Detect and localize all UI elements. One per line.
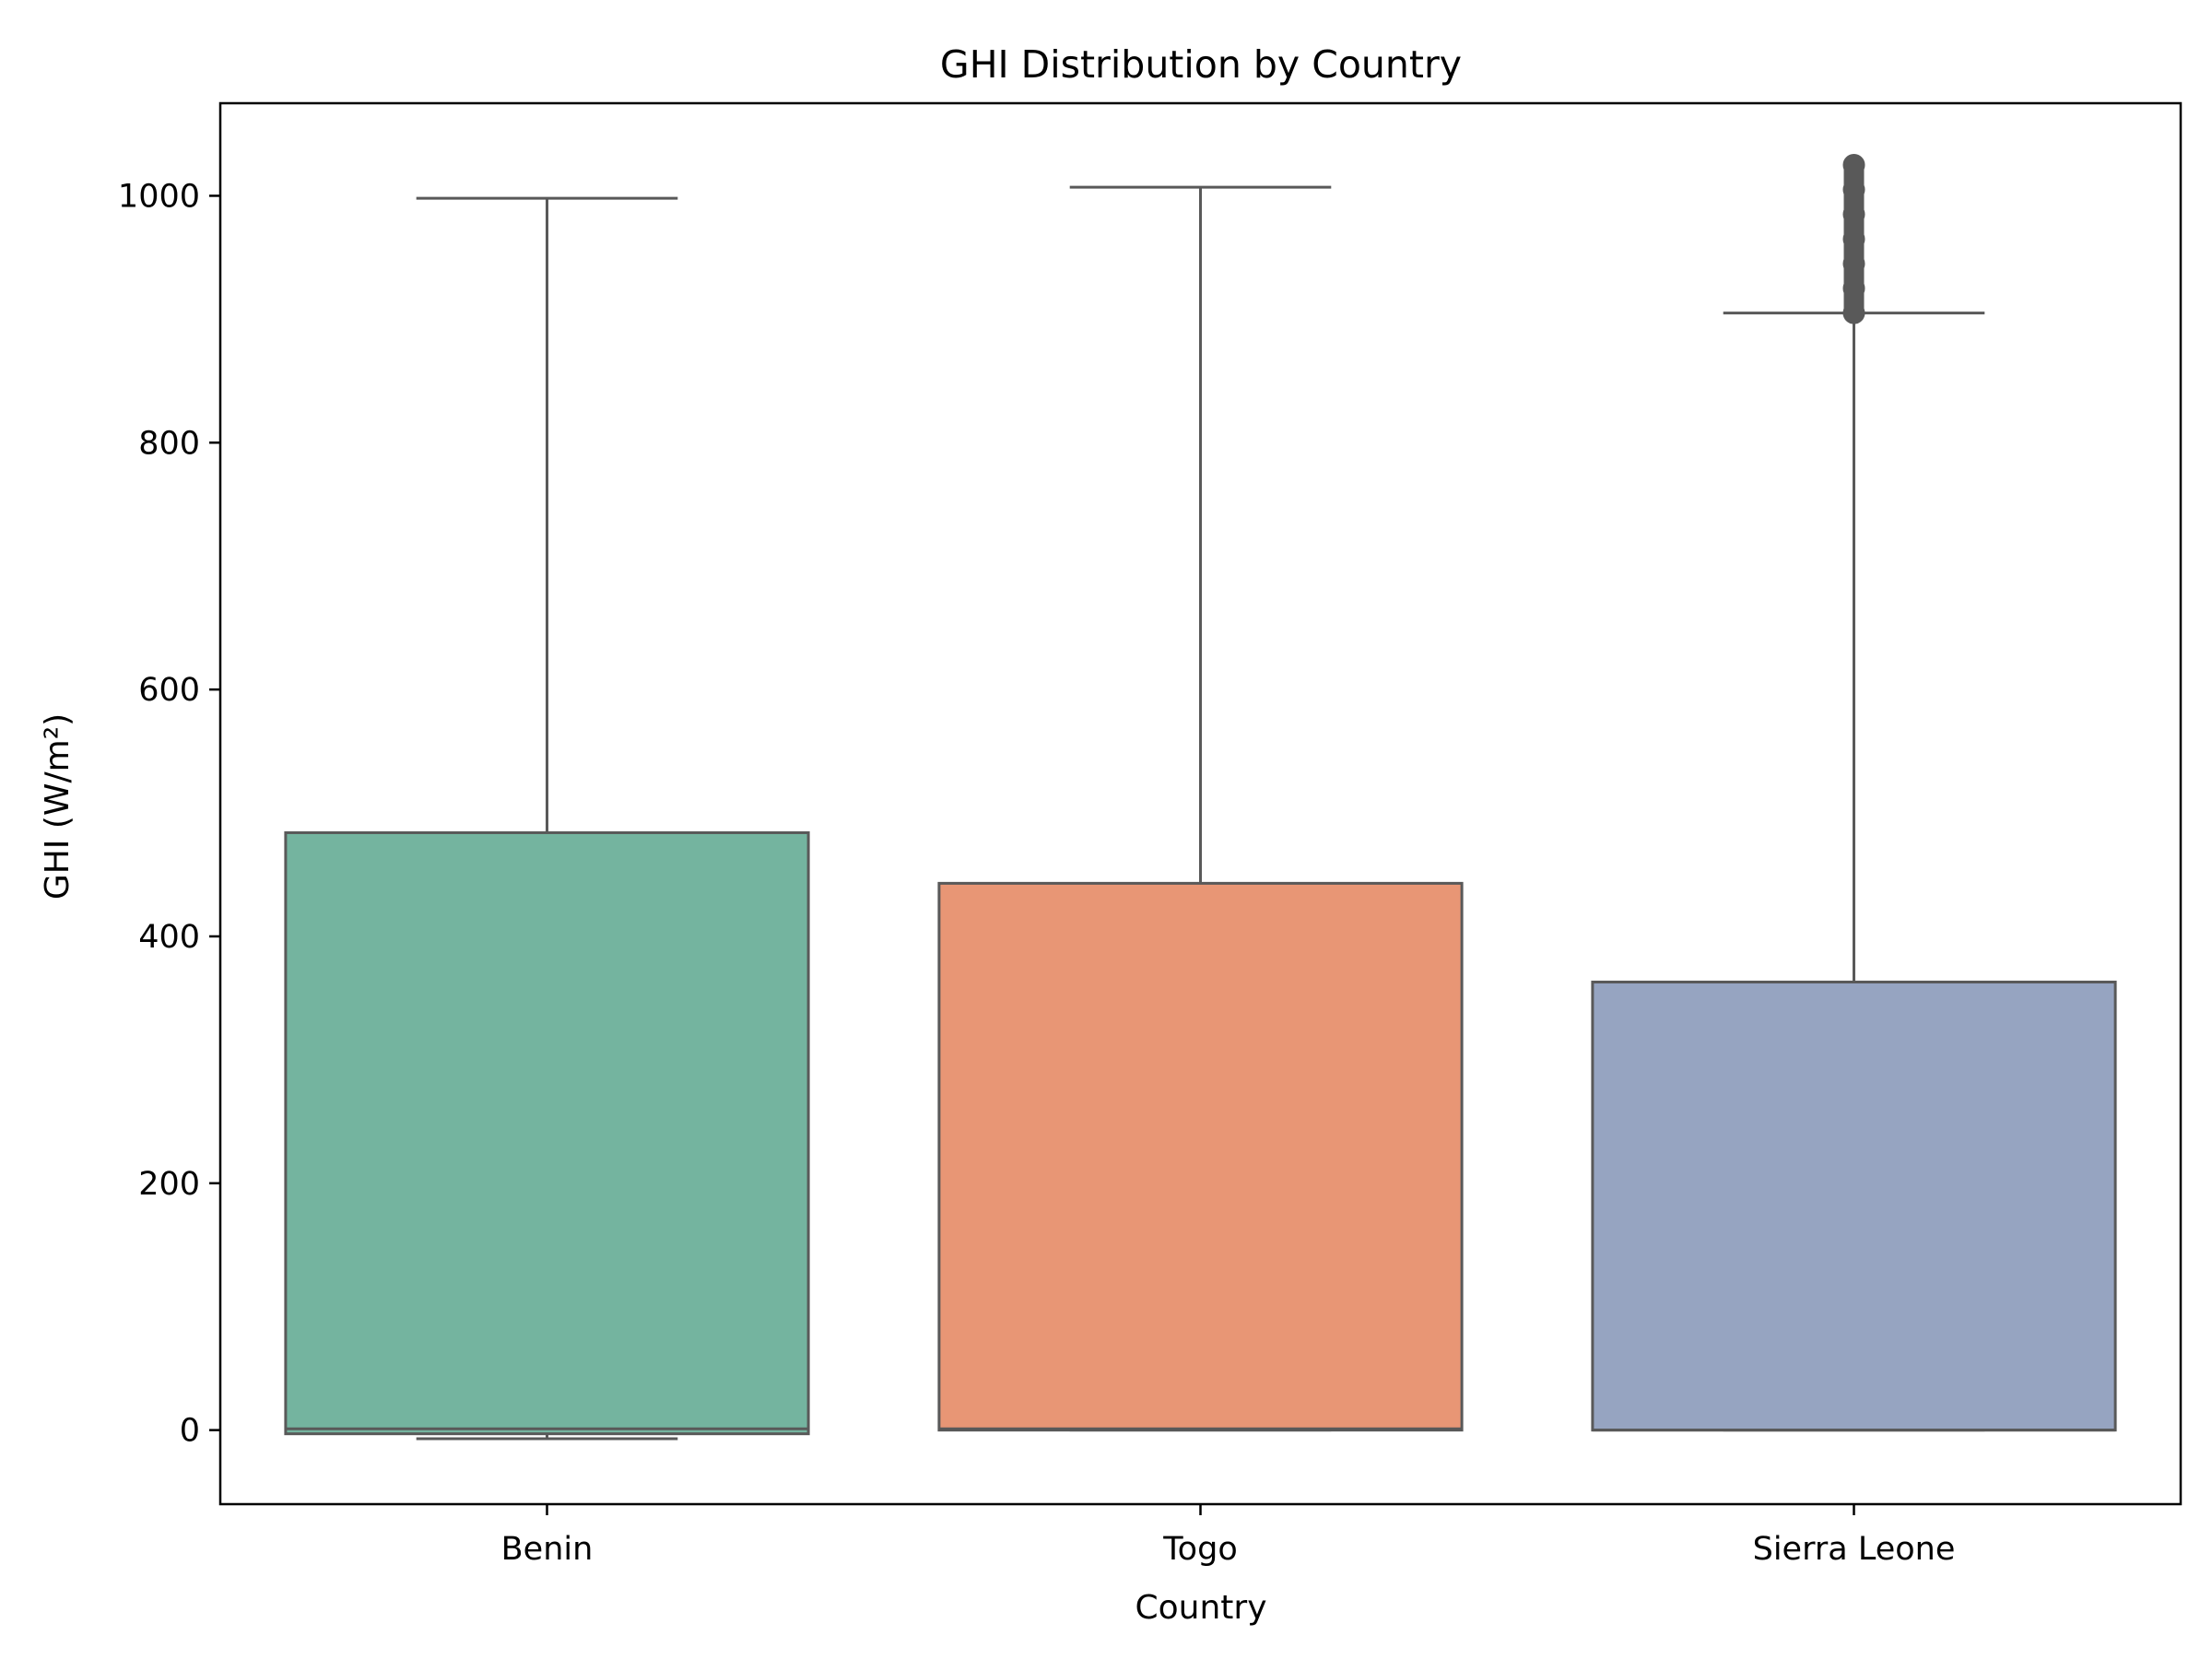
y-tick-label-1000: 1000	[118, 178, 200, 215]
box-sierra-leone	[1591, 981, 2117, 1432]
y-tick-label-400: 400	[138, 919, 200, 956]
chart-title: GHI Distribution by Country	[940, 42, 1462, 87]
x-tick-label-sierra-leone: Sierra Leone	[1753, 1531, 1956, 1568]
plot-area: 0 200 400 600 800 1000 Benin Togo Sierra Leone	[118, 101, 2183, 1568]
y-tick-label-600: 600	[138, 672, 200, 709]
y-tick-label-0: 0	[180, 1413, 200, 1450]
x-axis-label: Country	[1135, 1589, 1266, 1627]
box-benin	[284, 830, 810, 1436]
x-tick-label-benin: Benin	[501, 1531, 594, 1568]
y-tick-label-800: 800	[138, 425, 200, 462]
x-tick-label-togo: Togo	[1162, 1531, 1237, 1568]
y-axis-label: GHI (W/m²)	[39, 713, 76, 900]
y-tick-label-200: 200	[138, 1166, 200, 1203]
box-togo	[937, 881, 1464, 1432]
